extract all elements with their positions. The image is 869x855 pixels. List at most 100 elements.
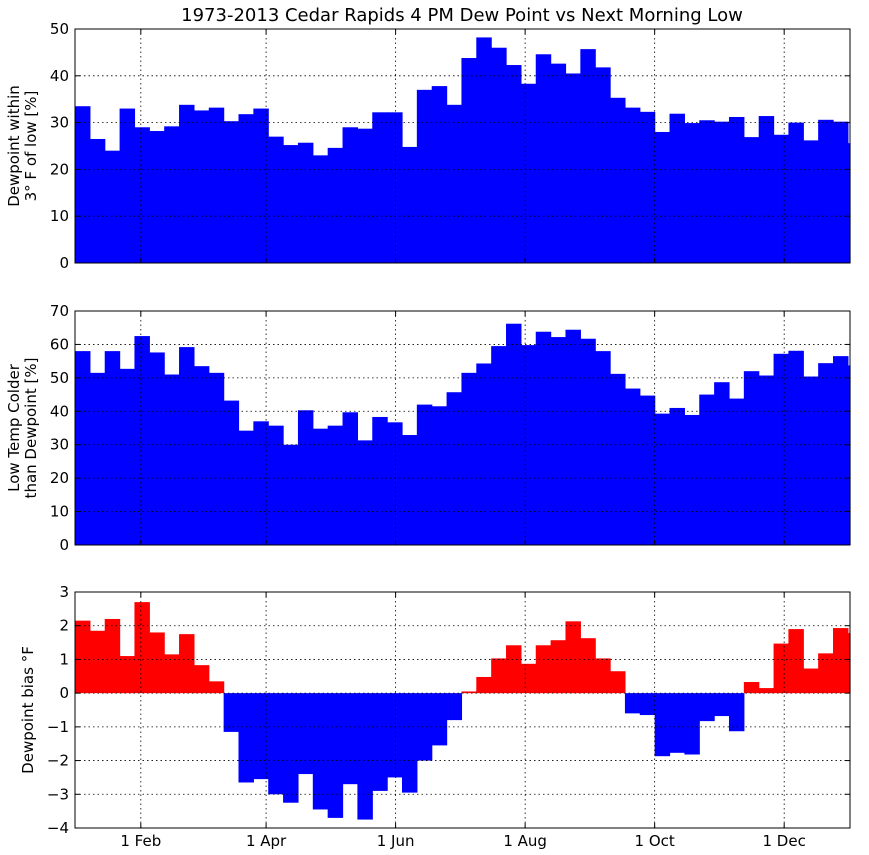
bar <box>342 127 358 263</box>
bar <box>550 337 567 545</box>
bar <box>268 136 284 263</box>
y-tick-label: 70 <box>50 302 69 320</box>
bar <box>208 372 225 545</box>
bar <box>684 414 700 545</box>
y-tick-label: 10 <box>50 207 69 225</box>
bar <box>461 372 477 545</box>
bar <box>728 398 745 545</box>
bar <box>446 693 463 721</box>
bar <box>238 430 254 545</box>
bar <box>847 365 851 545</box>
y-axis-title: Low Temp Colderthan Dewpoint [%] <box>5 358 40 499</box>
y-tick-label: 40 <box>50 67 69 85</box>
bar <box>238 114 254 264</box>
bar <box>639 693 656 716</box>
bar <box>253 421 269 545</box>
bar <box>788 629 804 694</box>
bar <box>446 392 463 545</box>
bar <box>624 388 641 545</box>
bar <box>669 113 685 263</box>
y-tick-label: 1 <box>59 650 69 668</box>
y-tick-label: 20 <box>50 160 69 178</box>
bar <box>833 121 849 263</box>
bar <box>506 323 522 545</box>
bar <box>654 413 671 545</box>
bar <box>89 372 106 545</box>
bar <box>297 142 314 263</box>
bar <box>595 67 611 263</box>
bar <box>149 632 165 694</box>
bar <box>758 375 775 545</box>
panel-dewpoint-within: 0 10 20 30 40 50 Dewpoint within3° F of low [%… <box>5 20 851 272</box>
bar <box>104 150 121 263</box>
bar <box>818 119 834 264</box>
bar <box>565 621 581 694</box>
bar <box>476 363 492 545</box>
bar <box>699 394 715 545</box>
bar <box>803 140 819 263</box>
bar <box>312 428 329 545</box>
bar <box>268 425 284 545</box>
bar <box>75 351 91 545</box>
chart-title: 1973-2013 Cedar Rapids 4 PM Dew Point vs… <box>181 5 743 26</box>
x-tick-label: 1 Apr <box>246 832 287 850</box>
bar <box>253 108 269 263</box>
bar <box>758 116 775 263</box>
bar <box>535 331 552 545</box>
bar <box>595 351 611 545</box>
y-tick-label: −1 <box>47 718 69 736</box>
x-tick-label: 1 Aug <box>503 832 547 850</box>
bar <box>416 89 433 263</box>
bar <box>520 83 537 263</box>
y-tick-label: 30 <box>50 114 69 132</box>
bar <box>535 54 552 263</box>
bar <box>624 107 641 264</box>
bar <box>491 658 507 694</box>
bar <box>327 425 344 545</box>
bar <box>491 47 507 263</box>
bar <box>669 693 685 753</box>
bar <box>357 440 373 545</box>
y-axis-title-line: Dewpoint bias °F <box>19 646 37 774</box>
bar <box>714 121 730 263</box>
bar <box>431 406 448 545</box>
bar <box>283 693 299 803</box>
bar <box>610 373 626 545</box>
y-tick-label: 3 <box>59 583 69 601</box>
bar <box>223 693 240 732</box>
y-tick-label: 0 <box>59 536 69 554</box>
bar <box>595 658 611 694</box>
y-tick-label: 20 <box>50 469 69 487</box>
y-tick-label: 50 <box>50 20 69 38</box>
bar <box>476 676 492 694</box>
bar <box>773 643 790 694</box>
x-tick-label: 1 Oct <box>635 832 675 850</box>
bar <box>119 368 136 545</box>
y-axis-title-line: than Dewpoint [%] <box>22 358 40 499</box>
bar <box>401 435 418 545</box>
bar <box>357 128 373 263</box>
bar <box>461 58 477 264</box>
y-tick-label: −3 <box>47 785 69 803</box>
bar <box>342 412 358 545</box>
panel-dewpoint-bias: −4 −3 −2 −1 0 1 2 3 1 Feb 1 Apr 1 Jun 1 Aug 1 Oct 1 D… <box>19 583 851 850</box>
bar <box>208 681 225 694</box>
bar <box>461 691 477 694</box>
bar <box>610 97 626 264</box>
bar <box>372 112 388 263</box>
bar <box>327 147 344 263</box>
bar <box>624 693 641 714</box>
y-axis-title-line: Low Temp Colder <box>5 363 23 492</box>
y-tick-label: 0 <box>59 254 69 272</box>
bar <box>164 654 180 694</box>
bar <box>193 366 210 545</box>
panel-low-colder: 0 10 20 30 40 50 60 70 Low Temp Colderthan Dewpo… <box>5 302 851 554</box>
bar <box>89 138 106 263</box>
bar <box>208 107 225 264</box>
bar <box>758 688 775 694</box>
bar <box>847 143 851 263</box>
plot-frame <box>74 310 851 546</box>
bar <box>773 353 790 545</box>
bar <box>847 633 851 694</box>
bar <box>357 693 373 820</box>
